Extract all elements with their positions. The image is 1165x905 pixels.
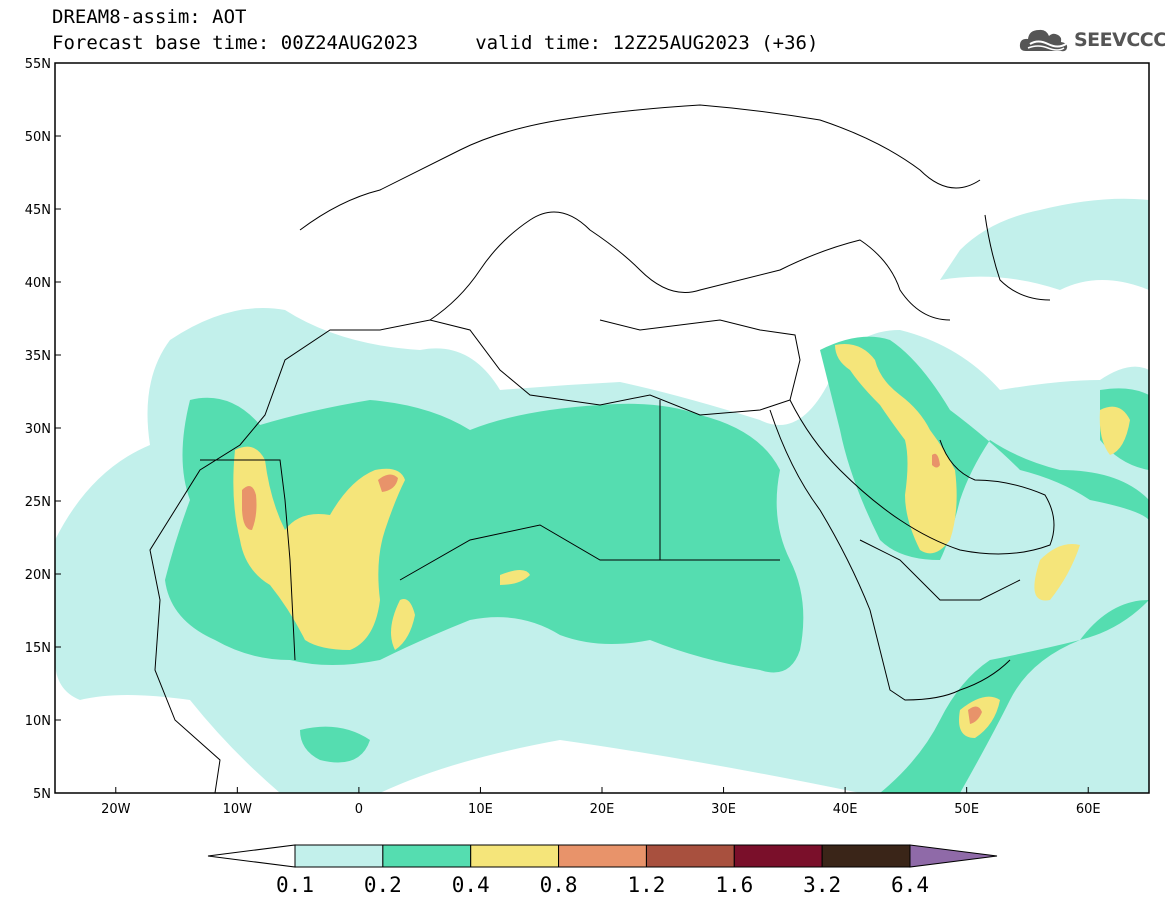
legend-swatch bbox=[733, 844, 823, 868]
coastlines bbox=[149, 104, 1055, 793]
aot-field bbox=[55, 63, 1149, 793]
legend-label: 6.4 bbox=[891, 873, 929, 897]
lon-label-0: 0 bbox=[355, 802, 363, 817]
legend-label: 1.2 bbox=[627, 873, 665, 897]
lon-label-60E: 60E bbox=[1076, 802, 1101, 817]
legend-swatch bbox=[558, 844, 647, 868]
legend-label: 0.4 bbox=[452, 873, 490, 897]
logo-text: SEEVCCC bbox=[1074, 29, 1165, 51]
legend-label: 0.1 bbox=[276, 873, 314, 897]
lat-label-5N: 5N bbox=[33, 787, 51, 802]
lon-label-30E: 30E bbox=[711, 802, 736, 817]
aot-contour-0.8 bbox=[242, 453, 982, 724]
lat-label-40N: 40N bbox=[25, 276, 51, 291]
lat-label-10N: 10N bbox=[25, 714, 51, 729]
legend-label: 0.8 bbox=[540, 873, 578, 897]
legend-swatch bbox=[382, 844, 472, 868]
lat-label-15N: 15N bbox=[25, 641, 51, 656]
legend-label: 0.2 bbox=[364, 873, 402, 897]
lon-label-20W: 20W bbox=[101, 802, 131, 817]
lat-label-20N: 20N bbox=[25, 568, 51, 583]
forecast-time-info: Forecast base time: 00Z24AUG2023 valid t… bbox=[52, 32, 819, 54]
lon-label-50E: 50E bbox=[954, 802, 979, 817]
aot-contour-0.4 bbox=[233, 344, 1130, 738]
lat-label-35N: 35N bbox=[25, 349, 51, 364]
seevccc-logo: SEEVCCC bbox=[1018, 25, 1165, 55]
legend-swatch bbox=[470, 844, 560, 868]
lon-label-20E: 20E bbox=[590, 802, 615, 817]
cloud-icon bbox=[1019, 29, 1068, 52]
latitude-axis: 55N 50N 45N 40N 35N 30N 25N 20N 15N 10N 5N bbox=[25, 57, 61, 802]
legend-swatch bbox=[294, 844, 384, 868]
lon-label-10E: 10E bbox=[468, 802, 493, 817]
longitude-axis: 20W 10W 0 10E 20E 30E 40E 50E 60E bbox=[101, 787, 1101, 817]
lat-label-55N: 55N bbox=[25, 57, 51, 72]
legend-arrow-high bbox=[909, 844, 998, 868]
legend-label: 1.6 bbox=[715, 873, 753, 897]
lon-label-40E: 40E bbox=[833, 802, 858, 817]
legend-swatch bbox=[821, 844, 911, 868]
lat-label-50N: 50N bbox=[25, 130, 51, 145]
legend-swatch bbox=[645, 844, 735, 868]
lon-label-10W: 10W bbox=[223, 802, 253, 817]
lat-label-30N: 30N bbox=[25, 422, 51, 437]
lat-label-45N: 45N bbox=[25, 203, 51, 218]
legend-arrow-low bbox=[207, 844, 296, 868]
legend-label: 3.2 bbox=[803, 873, 841, 897]
lat-label-25N: 25N bbox=[25, 495, 51, 510]
map-title: DREAM8-assim: AOT bbox=[52, 6, 247, 28]
